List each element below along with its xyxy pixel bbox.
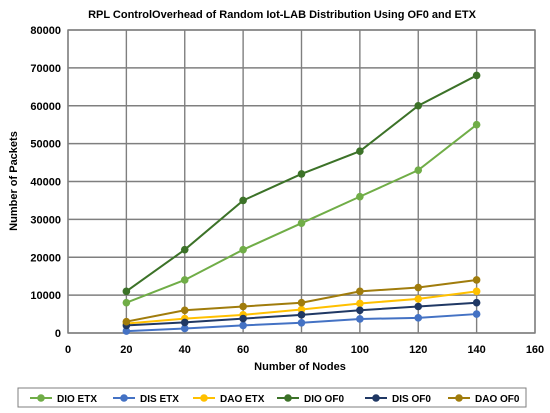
y-tick-label: 80000 — [30, 25, 61, 37]
y-tick-label: 60000 — [30, 101, 61, 113]
legend-label: DAO ETX — [220, 394, 265, 405]
data-point — [356, 306, 364, 315]
legend-label: DIO OF0 — [304, 394, 344, 405]
y-tick-label: 0 — [55, 328, 61, 340]
x-tick-label: 80 — [295, 344, 307, 356]
y-tick-label: 70000 — [30, 63, 61, 75]
data-point — [297, 298, 306, 307]
data-point — [297, 170, 306, 178]
data-point — [180, 306, 189, 315]
y-tick-label: 30000 — [30, 214, 61, 226]
legend-swatch-marker — [120, 394, 128, 402]
x-tick-label: 120 — [409, 344, 427, 356]
legend-label: DIS ETX — [140, 394, 179, 405]
data-point — [297, 318, 306, 327]
data-point — [414, 101, 423, 110]
x-tick-label: 160 — [526, 344, 544, 356]
data-point — [122, 327, 131, 335]
y-axis-title: Number of Packets — [8, 131, 20, 231]
data-point — [356, 287, 364, 296]
data-point — [239, 302, 247, 311]
data-point — [472, 298, 481, 307]
data-point — [180, 276, 189, 284]
x-tick-label: 100 — [351, 344, 369, 356]
x-tick-label: 60 — [237, 344, 249, 356]
y-tick-label: 50000 — [30, 139, 61, 151]
legend-swatch-marker — [455, 394, 463, 402]
legend: DIO ETX DIS ETX DAO ETX DIO OF0 DIS OF0 DAO O… — [30, 394, 520, 405]
x-axis-title: Number of Nodes — [254, 361, 346, 373]
data-point — [122, 298, 131, 307]
y-tick-label: 20000 — [30, 252, 61, 264]
x-tick-label: 0 — [65, 344, 71, 356]
data-point — [297, 311, 306, 319]
legend-label: DIO ETX — [57, 394, 97, 405]
data-point — [472, 287, 481, 296]
legend-box — [17, 387, 527, 408]
x-tick-label: 140 — [467, 344, 485, 356]
data-point — [356, 147, 364, 155]
legend-swatch-marker — [372, 394, 380, 402]
plot-border — [67, 29, 536, 334]
y-tick-label: 40000 — [30, 177, 61, 189]
data-point — [239, 245, 247, 254]
data-point — [239, 314, 247, 323]
data-point — [180, 318, 189, 327]
x-tick-label: 40 — [179, 344, 191, 356]
data-point — [122, 287, 131, 296]
data-point — [414, 302, 423, 311]
data-point — [297, 305, 306, 314]
data-point — [472, 71, 481, 80]
legend-label: DIS OF0 — [392, 394, 431, 405]
legend-label: DAO OF0 — [475, 394, 520, 405]
grid — [67, 29, 536, 334]
data-point — [239, 321, 247, 330]
data-point — [472, 276, 481, 284]
data-point — [297, 219, 306, 227]
legend-swatch-marker — [284, 394, 292, 402]
data-point — [356, 192, 364, 201]
chart-title: RPL ControlOverhead of Random Iot-LAB Di… — [88, 9, 477, 21]
legend-swatch-marker — [200, 394, 208, 402]
data-point — [356, 299, 364, 308]
legend-swatch-marker — [37, 394, 45, 402]
data-point — [472, 310, 481, 318]
data-point — [414, 166, 423, 174]
data-point — [356, 315, 364, 323]
data-point — [122, 317, 131, 326]
data-point — [472, 120, 481, 129]
y-tick-label: 10000 — [30, 290, 61, 302]
data-point — [414, 314, 423, 322]
x-tick-label: 20 — [120, 344, 132, 356]
plot-area — [122, 71, 481, 335]
tick-labels: 0 10000 20000 30000 40000 50000 60000 70000 8000… — [30, 25, 544, 356]
data-point — [180, 324, 189, 333]
data-point — [414, 295, 423, 303]
data-point — [180, 245, 189, 254]
data-point — [414, 283, 423, 292]
data-point — [239, 196, 247, 205]
